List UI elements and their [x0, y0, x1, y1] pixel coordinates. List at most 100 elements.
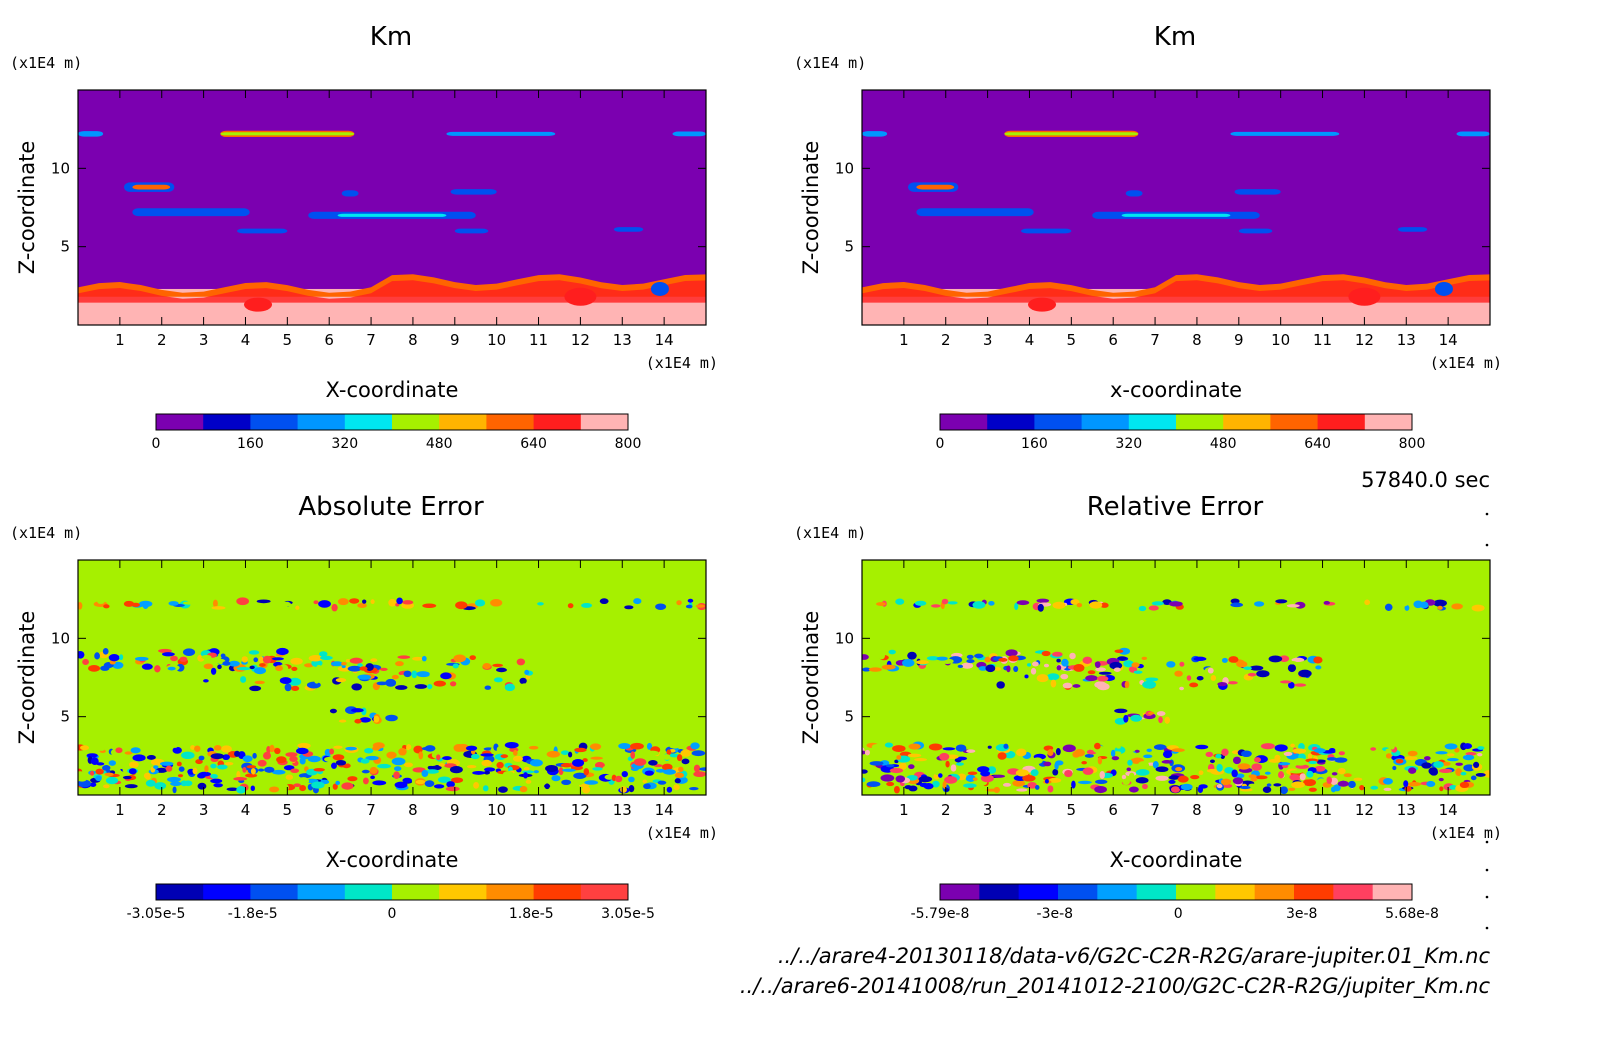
error-speckle — [465, 745, 478, 751]
colorbar-label: 800 — [1399, 436, 1426, 452]
error-speckle — [944, 776, 958, 784]
error-speckle — [945, 760, 950, 768]
error-speckle — [290, 768, 300, 773]
error-speckle — [642, 779, 648, 784]
error-speckle — [1064, 770, 1073, 778]
error-speckle — [907, 753, 922, 758]
error-speckle — [203, 663, 214, 670]
error-speckle — [1124, 680, 1130, 689]
error-speckle — [947, 601, 958, 605]
colorbar-swatch — [987, 414, 1035, 430]
error-speckle — [412, 656, 424, 661]
contour-blob — [244, 297, 273, 312]
colorbar-frame — [939, 883, 1413, 901]
error-speckle — [1328, 747, 1336, 753]
x-tick-label: 5 — [283, 801, 293, 819]
error-speckle — [915, 660, 929, 665]
error-speckle — [1162, 750, 1173, 759]
error-speckle — [337, 598, 349, 606]
error-speckle — [254, 680, 265, 685]
error-speckle — [1359, 785, 1365, 791]
error-speckle — [192, 767, 198, 775]
error-speckle — [466, 765, 477, 769]
x-tick-label: 10 — [487, 331, 506, 349]
error-speckle — [1433, 599, 1447, 607]
error-speckle — [1389, 742, 1395, 750]
x-tick-label: 5 — [283, 331, 293, 349]
error-speckle — [481, 759, 492, 767]
error-speckle — [1433, 761, 1444, 768]
error-speckle — [959, 764, 965, 773]
error-speckle — [1148, 605, 1159, 611]
error-speckle — [957, 664, 964, 669]
error-speckle — [1082, 767, 1094, 775]
error-speckle — [341, 665, 346, 669]
error-speckle — [469, 655, 476, 661]
error-speckle — [364, 748, 374, 754]
error-speckle — [480, 753, 494, 757]
error-speckle — [524, 669, 530, 675]
error-speckle — [78, 779, 91, 788]
error-speckle — [124, 784, 138, 789]
error-speckle — [1074, 749, 1085, 757]
error-speckle — [391, 757, 406, 766]
error-speckle — [1047, 749, 1054, 756]
error-speckle — [168, 601, 179, 606]
error-speckle — [1131, 662, 1140, 668]
error-speckle — [240, 676, 247, 683]
error-speckle — [1094, 785, 1107, 794]
error-speckle — [1177, 775, 1189, 783]
error-speckle — [1318, 603, 1325, 608]
error-speckle — [1287, 664, 1297, 673]
error-speckle — [455, 601, 468, 610]
colorbar-label: 160 — [1021, 436, 1048, 452]
x-tick-label: 8 — [1192, 801, 1202, 819]
error-speckle — [980, 770, 991, 777]
error-speckle — [633, 598, 642, 605]
x-unit-label: (x1E4 m) — [646, 824, 718, 842]
error-speckle — [1048, 777, 1062, 783]
error-speckle — [1205, 751, 1214, 758]
error-speckle — [691, 750, 706, 757]
error-speckle — [474, 599, 486, 607]
x-tick-label: 1 — [899, 331, 909, 349]
error-speckle — [332, 783, 338, 790]
error-speckle — [1278, 762, 1291, 766]
error-speckle — [418, 751, 424, 760]
error-speckle — [210, 774, 218, 779]
error-speckle — [1291, 657, 1305, 663]
error-speckle — [676, 754, 683, 762]
error-speckle — [372, 780, 387, 786]
error-speckle — [988, 600, 995, 606]
error-speckle — [892, 745, 906, 752]
error-speckle — [1069, 652, 1076, 660]
x-axis-label: X-coordinate — [1110, 848, 1243, 872]
error-speckle — [406, 744, 412, 751]
error-speckle — [699, 767, 706, 771]
y-axis-label: Z-coordinate — [15, 141, 39, 275]
colorbar-label: 480 — [426, 436, 453, 452]
error-speckle — [561, 779, 572, 786]
error-speckle — [421, 655, 427, 662]
error-speckle — [1073, 663, 1085, 672]
error-speckle — [1140, 719, 1150, 723]
error-speckle — [128, 768, 137, 775]
error-speckle — [1153, 744, 1167, 750]
error-speckle — [1174, 670, 1183, 677]
error-speckle — [249, 665, 255, 670]
error-speckle — [498, 786, 508, 793]
error-speckle — [194, 745, 201, 752]
colorbar-swatch — [1081, 414, 1130, 430]
error-speckle — [985, 664, 996, 673]
y-tick-label: 10 — [51, 159, 70, 177]
error-speckle — [1408, 767, 1417, 774]
error-speckle — [1278, 685, 1285, 692]
x-tick-label: 1 — [115, 331, 125, 349]
x-tick-label: 11 — [1313, 331, 1332, 349]
error-speckle — [653, 764, 663, 768]
error-speckle — [1141, 656, 1148, 660]
contour-band — [1234, 189, 1281, 195]
error-speckle — [661, 763, 673, 771]
error-speckle — [866, 781, 881, 787]
